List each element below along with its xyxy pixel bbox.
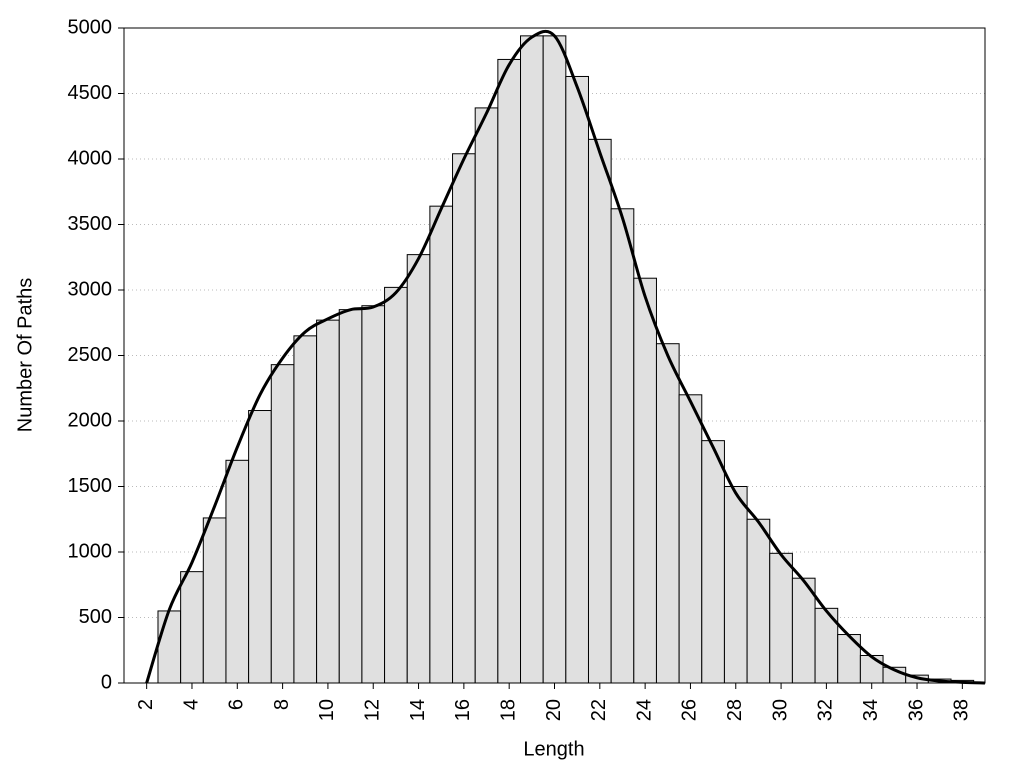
y-tick-label: 0 xyxy=(101,671,112,693)
bar xyxy=(293,335,318,684)
x-tick-label: 12 xyxy=(362,699,384,721)
bar xyxy=(248,410,272,684)
bar xyxy=(316,319,340,684)
bar xyxy=(746,518,771,684)
bar xyxy=(859,654,884,684)
bar xyxy=(701,440,725,684)
y-tick-label: 500 xyxy=(79,606,112,628)
bar xyxy=(791,577,816,684)
x-tick-label: 16 xyxy=(452,699,474,721)
bar xyxy=(225,459,250,684)
x-tick-label: 36 xyxy=(905,699,927,721)
y-tick-label: 1000 xyxy=(68,540,113,562)
bar xyxy=(180,571,204,684)
x-tick-label: 38 xyxy=(951,699,973,721)
y-tick-label: 4000 xyxy=(68,147,113,169)
bar xyxy=(769,552,793,684)
bar xyxy=(384,286,408,684)
bar xyxy=(157,610,182,684)
bar xyxy=(633,277,657,684)
bar xyxy=(202,517,227,684)
x-tick-label: 22 xyxy=(588,699,610,721)
x-tick-label: 32 xyxy=(815,699,837,721)
y-axis-label: Number Of Paths xyxy=(14,278,36,433)
bar xyxy=(520,35,544,684)
y-tick-label: 3500 xyxy=(68,213,113,235)
x-axis-label: Length xyxy=(523,738,584,760)
x-tick-label: 8 xyxy=(271,699,293,710)
bar xyxy=(678,394,703,684)
bar xyxy=(542,35,567,684)
y-tick-label: 5000 xyxy=(68,16,113,38)
bar xyxy=(610,208,635,684)
bar xyxy=(361,305,386,684)
y-tick-label: 3000 xyxy=(68,278,113,300)
x-tick-label: 28 xyxy=(724,699,746,721)
bar xyxy=(497,58,522,684)
x-tick-label: 18 xyxy=(497,699,519,721)
y-tick-label: 2500 xyxy=(68,344,113,366)
x-tick-label: 10 xyxy=(316,699,338,721)
x-tick-label: 34 xyxy=(860,699,882,721)
plot-frame xyxy=(123,27,986,684)
x-tick-label: 26 xyxy=(679,699,701,721)
bar xyxy=(270,364,295,684)
x-tick-label: 2 xyxy=(135,699,157,710)
density-curve xyxy=(145,29,986,685)
y-tick-label: 1500 xyxy=(68,475,113,497)
bar xyxy=(474,107,499,684)
y-tick-label: 4500 xyxy=(68,82,113,104)
bar xyxy=(655,343,680,684)
x-tick-label: 20 xyxy=(543,699,565,721)
bar xyxy=(429,205,454,684)
bar xyxy=(338,309,363,684)
x-tick-label: 30 xyxy=(769,699,791,721)
x-tick-label: 4 xyxy=(180,699,202,710)
x-tick-label: 24 xyxy=(633,699,655,721)
x-tick-label: 14 xyxy=(407,699,429,721)
bar xyxy=(565,75,589,684)
y-tick-label: 2000 xyxy=(68,409,113,431)
bar xyxy=(406,254,431,684)
bar xyxy=(452,153,476,684)
bar xyxy=(723,486,748,684)
bar xyxy=(587,138,612,684)
x-tick-label: 6 xyxy=(226,699,248,710)
